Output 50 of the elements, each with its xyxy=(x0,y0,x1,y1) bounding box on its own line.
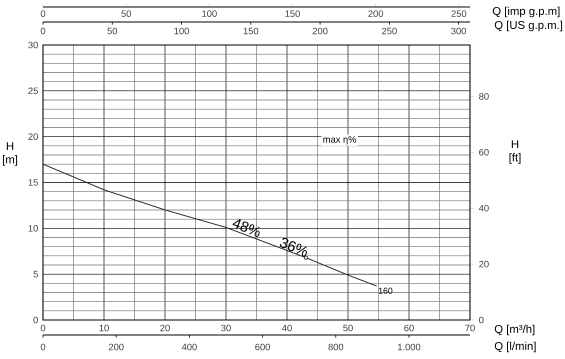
text: Q [US g.p.m.] xyxy=(494,20,562,32)
x2-tick-label: 150 xyxy=(285,10,300,17)
text: 1.000 xyxy=(398,344,420,350)
x2-tick-label: 50 xyxy=(121,10,132,17)
y-axis-title: H [m] xyxy=(2,142,18,166)
annotation: 48% xyxy=(232,219,260,237)
text: 200 xyxy=(312,28,328,34)
text: 0 xyxy=(40,28,46,34)
text: 600 xyxy=(255,344,270,350)
text: Q [l/min] xyxy=(494,342,536,352)
annotation: 36% xyxy=(280,238,308,256)
text: 300 xyxy=(451,28,466,34)
y-tick-label: 0 xyxy=(33,316,38,324)
y-tick-label: 30 xyxy=(28,42,38,48)
text: 50 xyxy=(107,28,118,34)
y-tick-label: 5 xyxy=(33,270,38,278)
y-tick-label: 15 xyxy=(28,179,38,186)
x2-tick-label: 0 xyxy=(40,10,46,17)
line-series xyxy=(42,164,378,287)
x2-axis-title: Q [imp g.p.m] xyxy=(492,6,560,18)
text: 100 xyxy=(174,28,189,34)
text: 400 xyxy=(182,344,197,350)
text: 800 xyxy=(328,344,344,350)
x2-tick-label: 100 xyxy=(202,10,217,17)
text: 250 xyxy=(382,28,397,34)
y2-tick-label: 60 xyxy=(479,149,489,156)
annotation: max η% xyxy=(323,136,356,145)
text: 0 xyxy=(40,344,46,350)
x-tick-label: 0 xyxy=(40,324,46,332)
text: 150 xyxy=(244,28,258,34)
x-tick-label: 30 xyxy=(221,324,231,332)
y2-tick-label: 0 xyxy=(479,316,484,324)
x-tick-label: 60 xyxy=(404,324,414,332)
annotation: 160 xyxy=(378,288,392,294)
x-axis-title: Q [m³/h] xyxy=(494,324,534,336)
x-tick-label: 50 xyxy=(343,324,353,332)
y2-tick-label: 40 xyxy=(478,204,489,212)
x-tick-label: 20 xyxy=(160,324,170,332)
y-tick-label: 25 xyxy=(28,88,38,94)
x2-tick-label: 200 xyxy=(368,10,384,17)
text: 200 xyxy=(108,344,124,350)
x-tick-label: 10 xyxy=(100,324,109,332)
y2-tick-label: 20 xyxy=(479,260,489,268)
y-tick-label: 10 xyxy=(28,225,38,232)
y-tick-label: 20 xyxy=(28,133,38,140)
x-tick-label: 70 xyxy=(465,324,475,332)
x2-tick-label: 250 xyxy=(452,10,466,17)
x-tick-label: 40 xyxy=(282,324,292,332)
y2-axis-title: H [ft] xyxy=(510,140,520,164)
y2-tick-label: 80 xyxy=(479,93,489,100)
